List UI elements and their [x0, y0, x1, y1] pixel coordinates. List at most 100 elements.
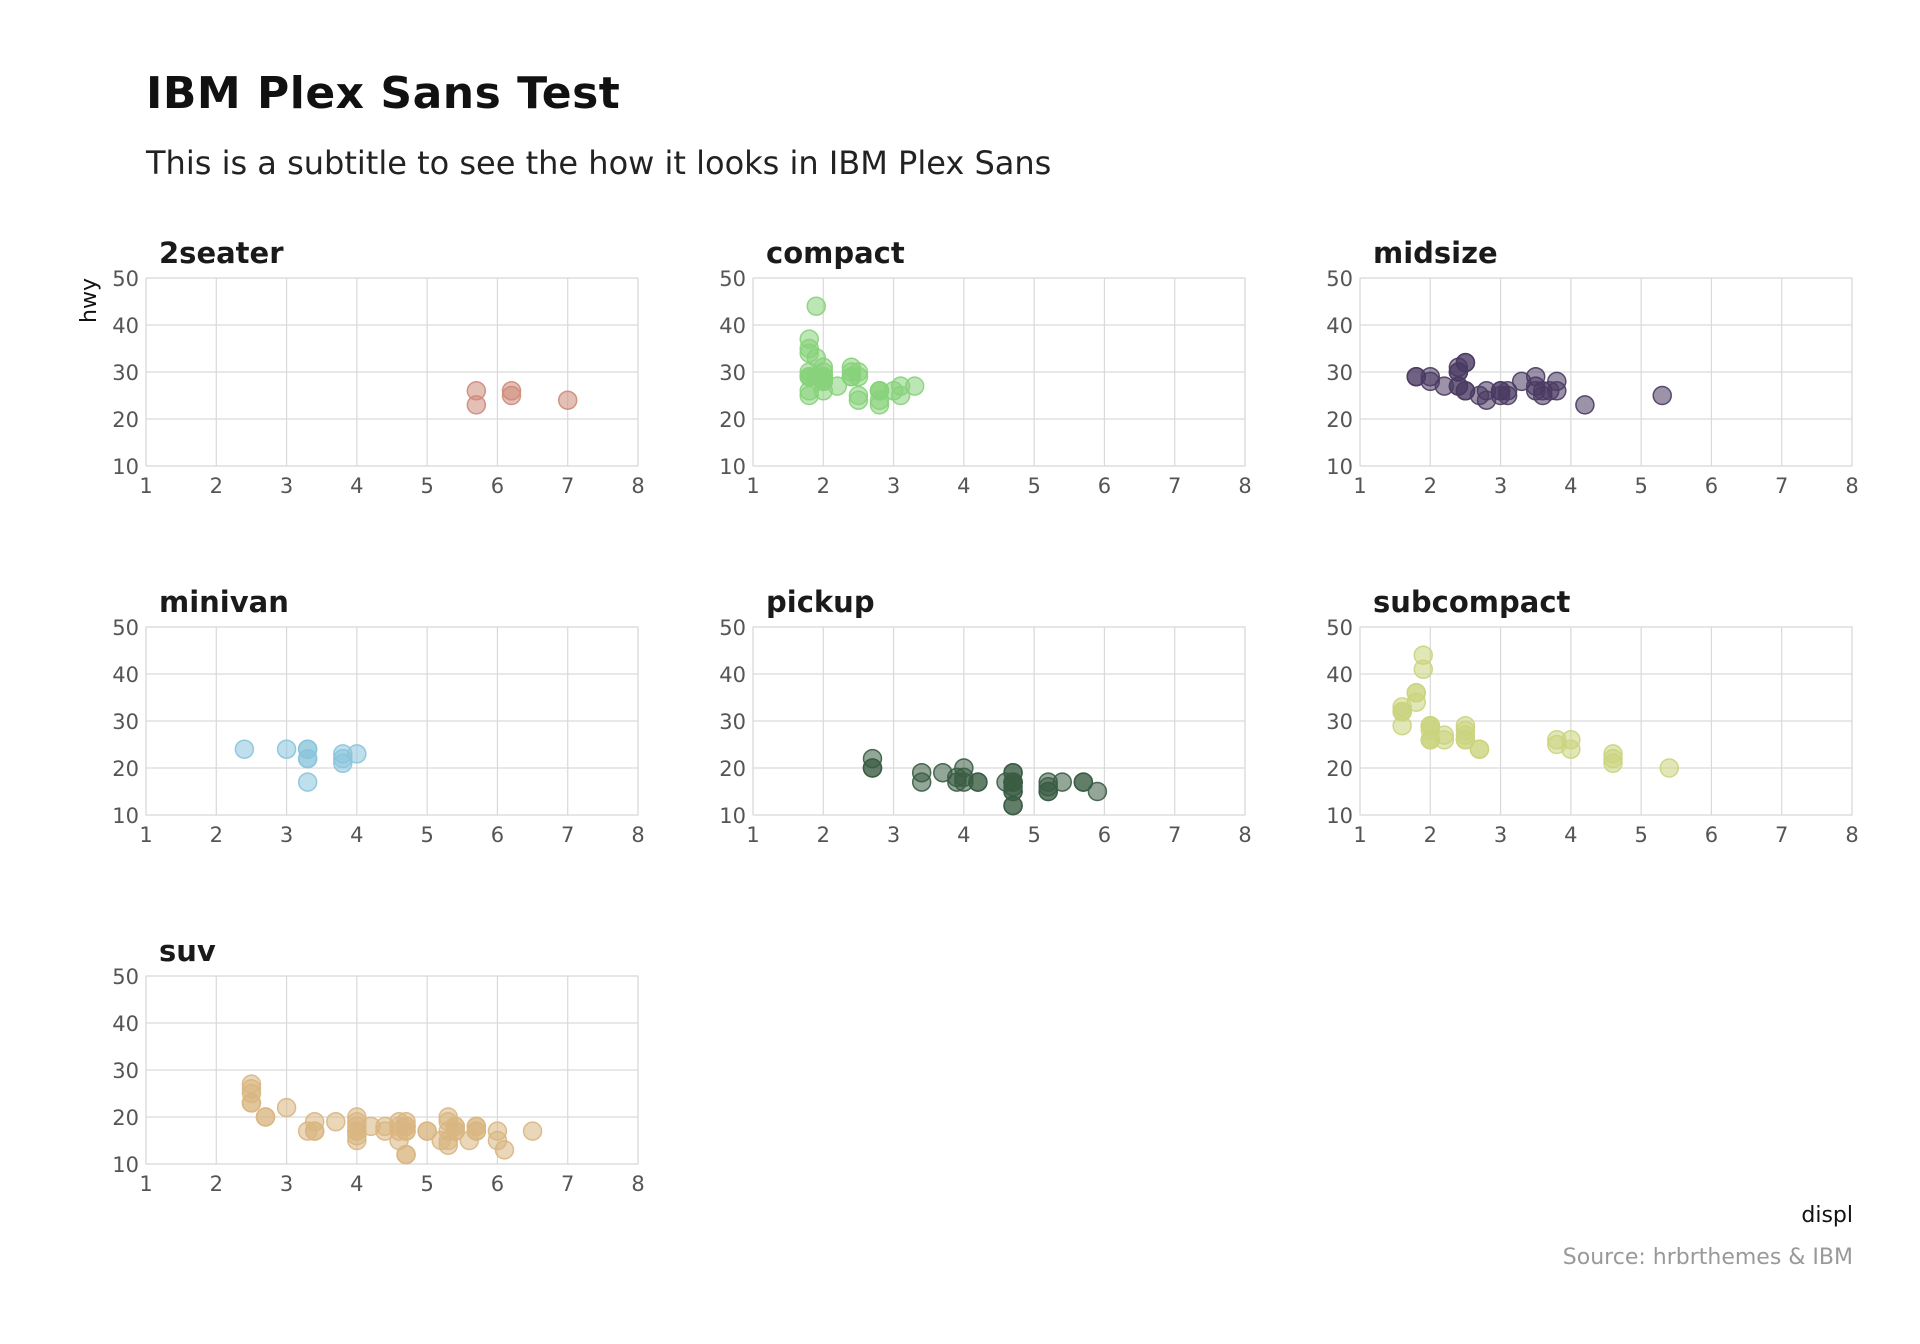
- chart-caption: Source: hrbrthemes & IBM: [1562, 1245, 1853, 1270]
- data-point-suv: [304, 1121, 325, 1141]
- data-point-suv: [445, 1121, 466, 1141]
- y-tick-label: 50: [112, 616, 139, 640]
- data-point-subcompact: [1659, 758, 1680, 778]
- chart-title: IBM Plex Sans Test: [146, 68, 621, 119]
- x-tick-label: 7: [1168, 474, 1181, 498]
- x-tick-label: 3: [280, 474, 293, 498]
- data-point-compact: [841, 357, 862, 378]
- x-tick-label: 8: [631, 1172, 644, 1196]
- y-tick-label: 30: [719, 710, 746, 734]
- x-tick-label: 6: [1098, 823, 1111, 847]
- data-point-pickup: [1073, 772, 1094, 792]
- data-point-compact: [806, 296, 827, 316]
- data-point-2seater: [501, 385, 522, 406]
- x-tick-label: 8: [1845, 474, 1858, 498]
- y-tick-label: 40: [719, 314, 746, 338]
- x-tick-label: 1: [746, 823, 759, 847]
- y-tick-label: 30: [112, 361, 139, 385]
- x-tick-label: 3: [887, 474, 900, 498]
- data-point-pickup: [996, 772, 1016, 792]
- x-tick-label: 4: [350, 474, 363, 498]
- data-point-suv: [347, 1126, 367, 1146]
- data-point-pickup: [968, 772, 988, 792]
- data-point-midsize: [1511, 371, 1532, 392]
- y-tick-label: 30: [719, 361, 746, 385]
- facet-label-midsize: midsize: [1373, 236, 1498, 270]
- data-point-pickup: [1087, 781, 1108, 802]
- data-point-suv: [326, 1111, 346, 1132]
- facet-label-compact: compact: [766, 236, 905, 270]
- data-point-compact: [806, 348, 827, 368]
- x-tick-label: 8: [1238, 823, 1251, 847]
- y-tick-label: 20: [1326, 408, 1353, 432]
- x-tick-label: 2: [210, 474, 223, 498]
- x-tick-label: 1: [1353, 823, 1366, 847]
- y-tick-label: 50: [112, 965, 139, 989]
- data-point-suv: [276, 1097, 297, 1118]
- facet-label-pickup: pickup: [766, 585, 875, 619]
- data-point-pickup: [1038, 781, 1058, 802]
- x-tick-label: 5: [1027, 474, 1040, 498]
- x-tick-label: 4: [350, 823, 363, 847]
- x-tick-label: 4: [957, 474, 970, 498]
- x-tick-label: 8: [1845, 823, 1858, 847]
- y-tick-label: 10: [1326, 804, 1353, 828]
- x-tick-label: 6: [1098, 474, 1111, 498]
- y-tick-label: 10: [719, 455, 746, 479]
- x-tick-label: 5: [420, 1172, 433, 1196]
- data-point-suv: [396, 1121, 416, 1141]
- x-tick-label: 5: [1634, 474, 1647, 498]
- y-tick-label: 40: [1326, 314, 1353, 338]
- data-point-pickup: [1003, 795, 1023, 816]
- x-tick-label: 3: [1494, 474, 1507, 498]
- data-point-suv: [522, 1121, 543, 1141]
- data-point-midsize: [1448, 376, 1469, 396]
- x-tick-label: 1: [139, 823, 152, 847]
- y-tick-label: 10: [112, 1153, 139, 1177]
- x-tick-label: 8: [631, 823, 644, 847]
- data-point-subcompact: [1392, 701, 1412, 722]
- data-point-subcompact: [1413, 659, 1434, 680]
- data-point-compact: [904, 376, 925, 396]
- data-point-midsize: [1540, 381, 1560, 401]
- x-tick-label: 2: [817, 823, 830, 847]
- x-tick-label: 3: [887, 823, 900, 847]
- x-tick-label: 8: [1238, 474, 1251, 498]
- x-tick-label: 2: [1424, 823, 1437, 847]
- data-point-subcompact: [1603, 744, 1623, 764]
- x-tick-label: 4: [1564, 474, 1577, 498]
- x-tick-label: 1: [139, 474, 152, 498]
- x-tick-label: 2: [210, 823, 223, 847]
- x-tick-label: 7: [561, 823, 574, 847]
- y-tick-label: 40: [719, 663, 746, 687]
- y-tick-label: 10: [719, 804, 746, 828]
- y-tick-label: 50: [719, 267, 746, 291]
- data-point-midsize: [1420, 366, 1441, 387]
- y-tick-label: 30: [1326, 361, 1353, 385]
- x-tick-label: 3: [280, 1172, 293, 1196]
- x-tick-label: 7: [1775, 823, 1788, 847]
- y-tick-label: 30: [1326, 710, 1353, 734]
- data-point-suv: [487, 1121, 508, 1141]
- x-tick-label: 7: [561, 474, 574, 498]
- y-tick-label: 20: [112, 757, 139, 781]
- x-tick-label: 5: [420, 474, 433, 498]
- data-point-midsize: [1575, 395, 1595, 415]
- data-point-subcompact: [1469, 739, 1490, 759]
- x-tick-label: 7: [1168, 823, 1181, 847]
- y-tick-label: 20: [719, 408, 746, 432]
- data-point-compact: [848, 385, 869, 406]
- x-tick-label: 7: [561, 1172, 574, 1196]
- data-point-2seater: [466, 395, 487, 415]
- data-point-2seater: [557, 390, 578, 410]
- data-point-subcompact: [1455, 725, 1476, 745]
- facet-label-suv: suv: [159, 934, 216, 968]
- x-tick-label: 6: [491, 1172, 504, 1196]
- x-tick-label: 1: [139, 1172, 152, 1196]
- data-point-minivan: [276, 739, 297, 759]
- y-tick-label: 10: [1326, 455, 1353, 479]
- data-point-pickup: [911, 762, 932, 783]
- data-point-compact: [883, 381, 904, 401]
- x-tick-label: 7: [1775, 474, 1788, 498]
- data-point-suv: [396, 1144, 416, 1165]
